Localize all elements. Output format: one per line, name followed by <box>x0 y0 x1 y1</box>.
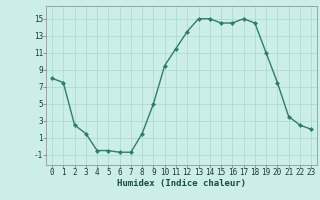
X-axis label: Humidex (Indice chaleur): Humidex (Indice chaleur) <box>117 179 246 188</box>
